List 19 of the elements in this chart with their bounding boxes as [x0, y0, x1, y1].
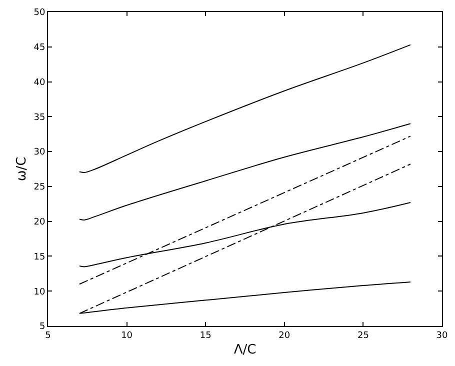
x-tick-label: 10: [121, 330, 133, 341]
y-tick-label: 5: [39, 322, 46, 332]
x-tick-label: 30: [436, 330, 448, 341]
line-series: [79, 123, 411, 220]
x-tick-label: 15: [200, 330, 212, 341]
y-tick-label: 40: [34, 78, 46, 88]
x-tick-label: 25: [357, 330, 369, 341]
y-tick-label: 50: [34, 8, 46, 18]
y-tick-label: 20: [34, 217, 46, 228]
y-tick-label: 30: [34, 148, 46, 158]
y-tick-label: 10: [34, 287, 46, 298]
line-series: [79, 44, 411, 173]
y-tick-label: 35: [34, 112, 46, 123]
x-tick-label: 20: [278, 330, 290, 341]
y-axis-title: ω/C: [14, 156, 30, 182]
y-tick-label: 45: [34, 43, 46, 54]
x-axis-title: Λ/C: [234, 342, 256, 358]
y-tick-label: 25: [34, 182, 46, 193]
y-tick-label: 15: [34, 252, 46, 262]
